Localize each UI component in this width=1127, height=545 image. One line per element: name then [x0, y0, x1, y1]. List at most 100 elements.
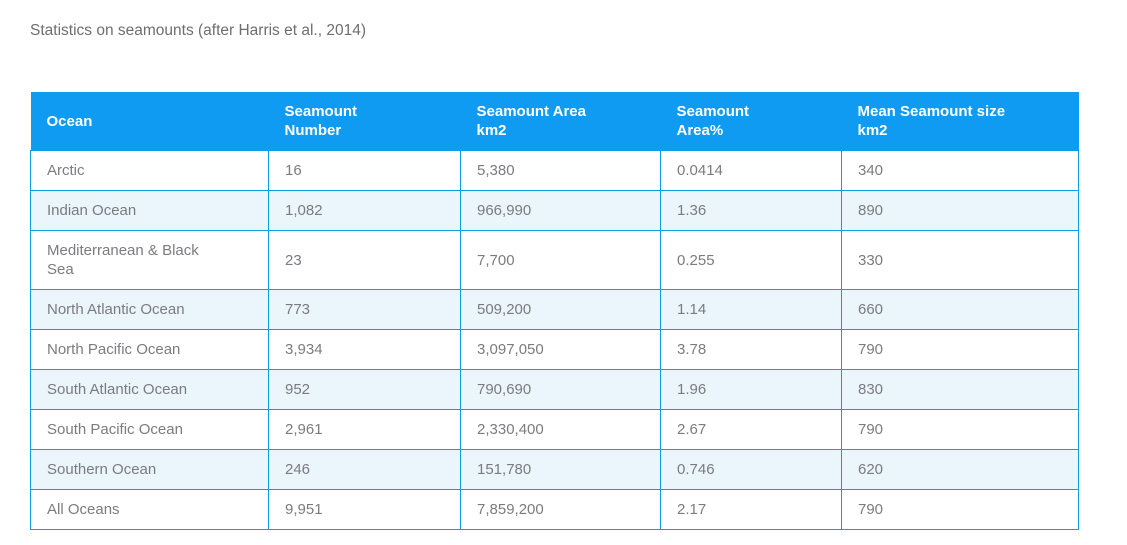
- ocean-name-cell: Indian Ocean: [31, 191, 269, 231]
- cell-text: All Oceans: [47, 500, 120, 519]
- value-cell: 7,700: [461, 231, 661, 290]
- cell-text: 790,690: [477, 381, 531, 398]
- cell-text: 966,990: [477, 202, 531, 219]
- column-header: Mean Seamount sizekm2: [842, 92, 1079, 151]
- cell-text: 773: [285, 301, 310, 318]
- cell-text: 2.67: [677, 421, 706, 438]
- cell-text: 660: [858, 301, 883, 318]
- cell-text: 620: [858, 461, 883, 478]
- ocean-name-cell: South Pacific Ocean: [31, 410, 269, 450]
- value-cell: 1.36: [661, 191, 842, 231]
- table-row: North Atlantic Ocean 773 509,200 1.14 660: [31, 290, 1079, 330]
- cell-text: 9,951: [285, 501, 323, 518]
- cell-text: 890: [858, 202, 883, 219]
- table-row: Southern Ocean 246 151,780 0.746 620: [31, 450, 1079, 490]
- cell-text: 1.14: [677, 301, 706, 318]
- ocean-name-cell: North Atlantic Ocean: [31, 290, 269, 330]
- value-cell: 790: [842, 330, 1079, 370]
- cell-text: 3,097,050: [477, 341, 544, 358]
- cell-text: 7,859,200: [477, 501, 544, 518]
- table-body: Arctic 16 5,380 0.0414 340 Indian Ocean 1,082 9…: [31, 151, 1079, 530]
- cell-text: 790: [858, 421, 883, 438]
- cell-text: 7,700: [477, 252, 515, 269]
- cell-text: 2,961: [285, 421, 323, 438]
- table-row: Indian Ocean 1,082 966,990 1.36 890: [31, 191, 1079, 231]
- cell-text: South Atlantic Ocean: [47, 380, 187, 399]
- value-cell: 773: [269, 290, 461, 330]
- table-header: OceanSeamountNumberSeamount Areakm2Seamo…: [31, 92, 1079, 151]
- value-cell: 1.14: [661, 290, 842, 330]
- value-cell: 952: [269, 370, 461, 410]
- value-cell: 23: [269, 231, 461, 290]
- cell-text: Arctic: [47, 161, 85, 180]
- value-cell: 620: [842, 450, 1079, 490]
- table-row: Arctic 16 5,380 0.0414 340: [31, 151, 1079, 191]
- cell-text: 790: [858, 341, 883, 358]
- ocean-name-cell: North Pacific Ocean: [31, 330, 269, 370]
- value-cell: 5,380: [461, 151, 661, 191]
- value-cell: 2.67: [661, 410, 842, 450]
- cell-text: 3.78: [677, 341, 706, 358]
- ocean-name-cell: South Atlantic Ocean: [31, 370, 269, 410]
- page-title: Statistics on seamounts (after Harris et…: [30, 22, 366, 40]
- table-row: South Pacific Ocean 2,961 2,330,400 2.67 790: [31, 410, 1079, 450]
- seamount-statistics-table: OceanSeamountNumberSeamount Areakm2Seamo…: [30, 92, 1079, 530]
- cell-text: 830: [858, 381, 883, 398]
- cell-text: 0.746: [677, 461, 715, 478]
- table-container: OceanSeamountNumberSeamount Areakm2Seamo…: [30, 92, 1079, 530]
- cell-text: 1.96: [677, 381, 706, 398]
- value-cell: 3.78: [661, 330, 842, 370]
- value-cell: 830: [842, 370, 1079, 410]
- column-header: Ocean: [31, 92, 269, 151]
- cell-text: 509,200: [477, 301, 531, 318]
- ocean-name-cell: Arctic: [31, 151, 269, 191]
- cell-text: 1.36: [677, 202, 706, 219]
- cell-text: Indian Ocean: [47, 201, 136, 220]
- value-cell: 0.255: [661, 231, 842, 290]
- cell-text: 790: [858, 501, 883, 518]
- value-cell: 9,951: [269, 490, 461, 530]
- cell-text: 151,780: [477, 461, 531, 478]
- value-cell: 1.96: [661, 370, 842, 410]
- value-cell: 7,859,200: [461, 490, 661, 530]
- table-row: Mediterranean & Black Sea23 7,700 0.255 330: [31, 231, 1079, 290]
- cell-text: 952: [285, 381, 310, 398]
- cell-text: South Pacific Ocean: [47, 420, 183, 439]
- cell-text: 330: [858, 252, 883, 269]
- table-header-row: OceanSeamountNumberSeamount Areakm2Seamo…: [31, 92, 1079, 151]
- table-row: All Oceans 9,951 7,859,200 2.17 790: [31, 490, 1079, 530]
- table-row: North Pacific Ocean 3,934 3,097,050 3.78 790: [31, 330, 1079, 370]
- value-cell: 3,097,050: [461, 330, 661, 370]
- cell-text: 0.0414: [677, 162, 723, 179]
- value-cell: 660: [842, 290, 1079, 330]
- cell-text: 2,330,400: [477, 421, 544, 438]
- value-cell: 790,690: [461, 370, 661, 410]
- value-cell: 2,961: [269, 410, 461, 450]
- cell-text: 2.17: [677, 501, 706, 518]
- cell-text: 16: [285, 162, 302, 179]
- cell-text: 246: [285, 461, 310, 478]
- value-cell: 330: [842, 231, 1079, 290]
- column-header: SeamountArea%: [661, 92, 842, 151]
- value-cell: 509,200: [461, 290, 661, 330]
- value-cell: 790: [842, 410, 1079, 450]
- ocean-name-cell: Mediterranean & Black Sea: [31, 231, 269, 290]
- value-cell: 16: [269, 151, 461, 191]
- value-cell: 890: [842, 191, 1079, 231]
- value-cell: 246: [269, 450, 461, 490]
- value-cell: 966,990: [461, 191, 661, 231]
- cell-text: 1,082: [285, 202, 323, 219]
- cell-text: 3,934: [285, 341, 323, 358]
- cell-text: 340: [858, 162, 883, 179]
- ocean-name-cell: All Oceans: [31, 490, 269, 530]
- cell-text: Southern Ocean: [47, 460, 156, 479]
- column-header: Seamount Areakm2: [461, 92, 661, 151]
- value-cell: 0.746: [661, 450, 842, 490]
- cell-text: North Pacific Ocean: [47, 340, 180, 359]
- cell-text: North Atlantic Ocean: [47, 300, 185, 319]
- value-cell: 2.17: [661, 490, 842, 530]
- value-cell: 340: [842, 151, 1079, 191]
- ocean-name-cell: Southern Ocean: [31, 450, 269, 490]
- cell-text: 0.255: [677, 252, 715, 269]
- value-cell: 3,934: [269, 330, 461, 370]
